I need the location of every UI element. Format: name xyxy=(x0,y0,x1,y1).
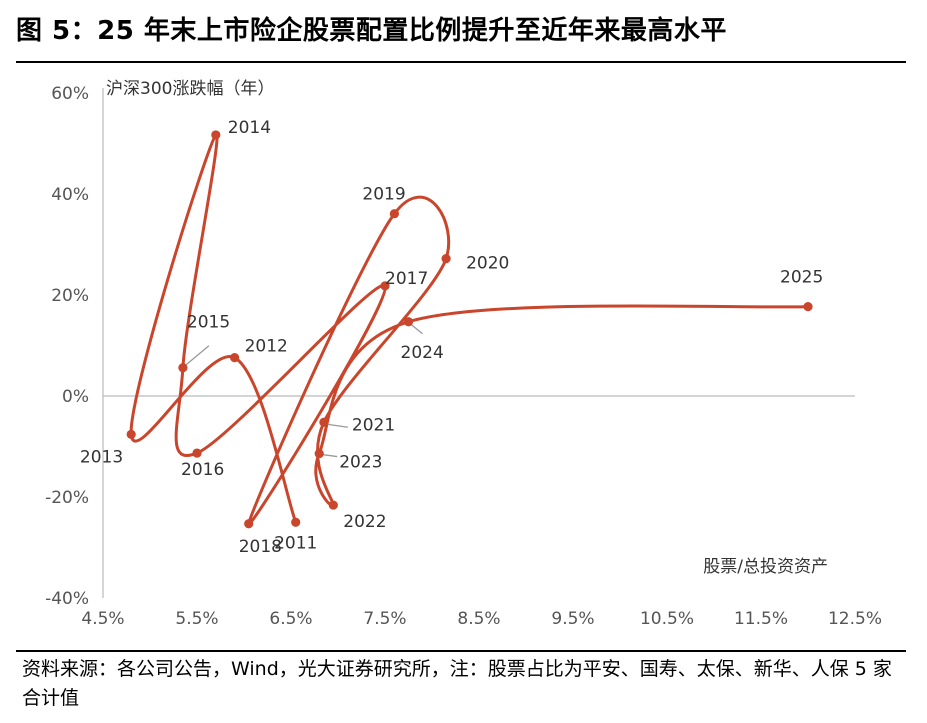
data-label-2018: 2018 xyxy=(239,537,282,557)
y-tick-label: 0% xyxy=(62,387,89,407)
data-point-2024 xyxy=(403,317,414,327)
data-point-2016 xyxy=(192,448,202,458)
top-divider xyxy=(16,61,906,63)
leader-line-2021 xyxy=(326,423,348,428)
x-tick-label: 8.5% xyxy=(457,609,500,629)
x-tick-label: 9.5% xyxy=(551,609,594,629)
data-labels: 2011 2012 2013 2014 2015 2016 2017 2018 2019 2020… xyxy=(80,118,823,557)
x-tick-label: 5.5% xyxy=(175,609,218,629)
x-tick-label: 7.5% xyxy=(363,609,406,629)
x-axis-label: 股票/总投资资产 xyxy=(703,557,828,577)
leader-line-2023 xyxy=(322,453,338,458)
data-point-2025 xyxy=(803,302,813,312)
y-tick-label: -40% xyxy=(45,589,89,609)
data-point-2022 xyxy=(328,500,338,510)
x-tick-label: 6.5% xyxy=(269,609,312,629)
data-point-2021 xyxy=(319,417,329,427)
data-label-2022: 2022 xyxy=(343,512,386,532)
data-point-2015 xyxy=(178,363,188,373)
data-label-2021: 2021 xyxy=(352,415,395,435)
x-tick-label: 4.5% xyxy=(81,609,124,629)
data-point-2023 xyxy=(314,448,324,459)
x-tick-label: 12.5% xyxy=(828,609,882,629)
chart-axes xyxy=(102,88,855,598)
chart-title: 图 5：25 年末上市险企股票配置比例提升至近年来最高水平 xyxy=(16,16,727,46)
x-tick-label: 11.5% xyxy=(734,609,788,629)
data-label-2023: 2023 xyxy=(339,453,382,473)
leader-line-2015 xyxy=(184,345,210,367)
data-point-2014 xyxy=(211,130,221,140)
data-label-2016: 2016 xyxy=(181,460,224,480)
data-point-2020 xyxy=(441,254,451,264)
data-label-2011: 2011 xyxy=(274,533,317,553)
bottom-divider xyxy=(16,650,906,652)
data-label-2017: 2017 xyxy=(385,269,428,289)
y-tick-label: -20% xyxy=(45,488,89,508)
data-label-2012: 2012 xyxy=(245,337,288,357)
x-tick-label: 10.5% xyxy=(640,609,694,629)
data-label-2020: 2020 xyxy=(466,254,509,274)
data-point-2013 xyxy=(126,429,136,439)
data-label-2014: 2014 xyxy=(228,118,271,138)
data-label-2024: 2024 xyxy=(401,343,444,363)
data-points xyxy=(126,130,813,529)
y-tick-label: 20% xyxy=(51,286,89,306)
leader-line-2024 xyxy=(411,324,423,335)
data-point-2019 xyxy=(389,209,399,219)
x-tick-labels: 4.5% 5.5% 6.5% 7.5% 8.5% 9.5% 10.5% 11.5% 12.5% xyxy=(81,609,882,629)
data-label-2025: 2025 xyxy=(780,268,823,288)
data-label-2013: 2013 xyxy=(80,447,123,467)
chart: -40% -20% 0% 20% 40% 60% 4.5% 5.5% 6.5% 7.5% 8.5%… xyxy=(45,79,882,629)
series-line xyxy=(129,133,810,526)
label-leader-lines xyxy=(184,324,423,458)
data-point-2017 xyxy=(380,281,390,291)
y-tick-labels: -40% -20% 0% 20% 40% 60% xyxy=(45,84,89,609)
data-point-2011 xyxy=(291,517,301,527)
y-axis-label: 沪深300涨跌幅（年） xyxy=(106,79,274,99)
y-tick-label: 60% xyxy=(51,84,89,104)
data-label-2015: 2015 xyxy=(187,313,230,333)
data-label-2019: 2019 xyxy=(362,185,405,205)
y-tick-label: 40% xyxy=(51,185,89,205)
data-point-2012 xyxy=(230,353,240,363)
source-note: 资料来源：各公司公告，Wind，光大证券研究所，注：股票占比为平安、国寿、太保、… xyxy=(22,658,892,709)
data-point-2018 xyxy=(244,519,254,529)
